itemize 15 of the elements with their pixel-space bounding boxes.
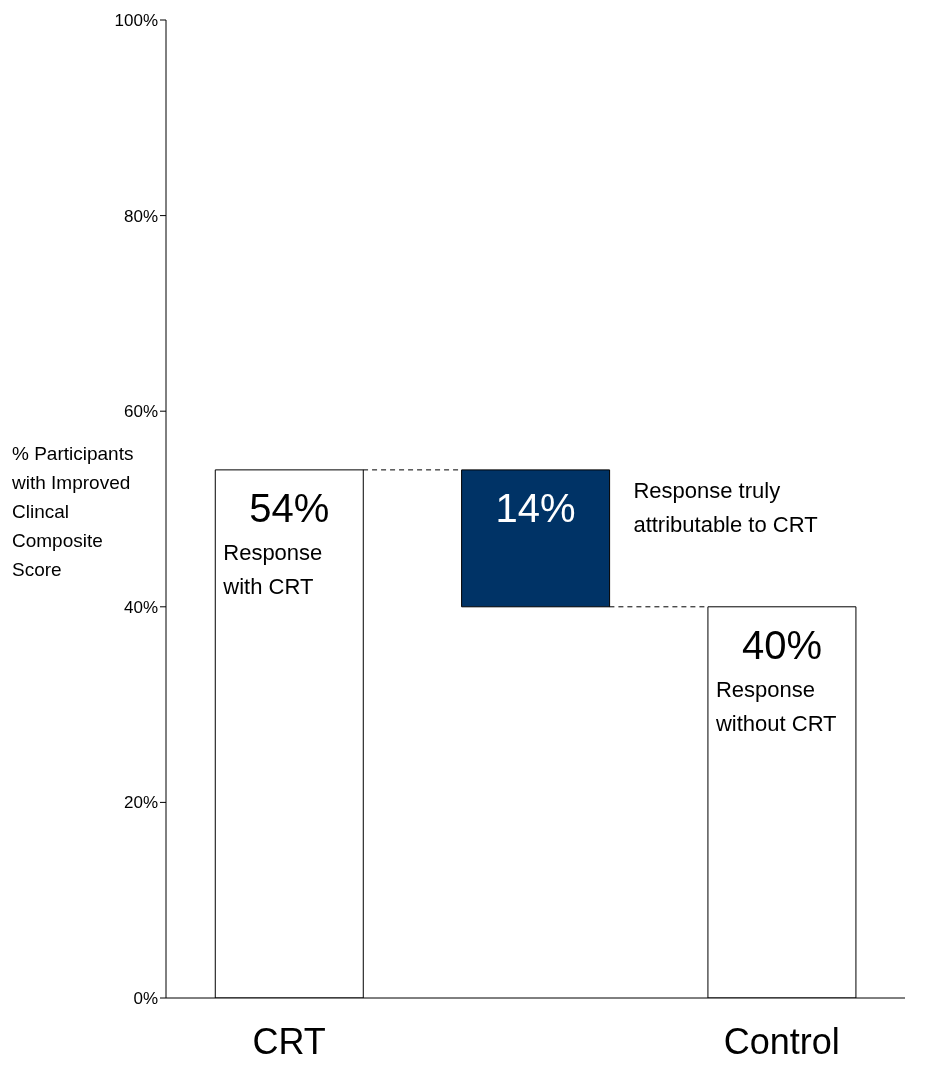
- x-tick-label: Control: [723, 1020, 840, 1062]
- x-tick-label: CRT: [252, 1020, 326, 1062]
- y-tick-label: 60%: [123, 402, 158, 422]
- annotation: Response with CRT: [223, 538, 324, 601]
- annotation: Response without CRT: [715, 675, 838, 738]
- y-tick-label: 100%: [114, 11, 158, 31]
- y-tick-label: 20%: [123, 793, 158, 813]
- data-label: 14%: [495, 485, 576, 530]
- data-label: 54%: [249, 485, 330, 530]
- y-axis-title: % Participants with Improved Clincal Composite Score: [12, 442, 135, 582]
- y-tick-label: 0%: [133, 989, 158, 1009]
- y-tick-label: 40%: [123, 597, 158, 617]
- annotation: Response truly attributable to CRT: [633, 476, 819, 539]
- data-label: 40%: [741, 622, 822, 667]
- y-tick-label: 80%: [123, 206, 158, 226]
